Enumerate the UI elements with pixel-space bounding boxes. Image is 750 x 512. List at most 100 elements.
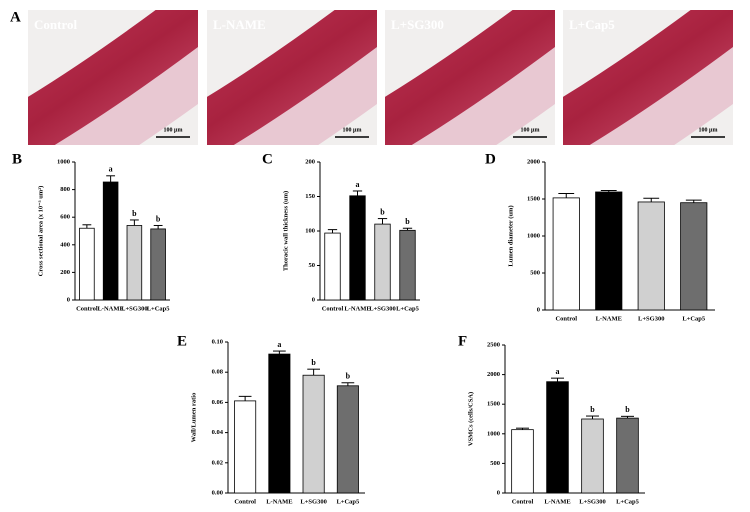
y-tick-label: 2000 bbox=[487, 371, 500, 378]
significance-label: a bbox=[556, 367, 560, 376]
adventitia bbox=[563, 10, 733, 145]
y-tick-label: 0 bbox=[497, 489, 500, 496]
x-tick-label: L+SG300 bbox=[121, 305, 147, 312]
y-tick-label: 0.02 bbox=[212, 459, 223, 466]
significance-label: b bbox=[590, 405, 595, 414]
x-tick-label: Control bbox=[76, 305, 98, 312]
tissue bbox=[28, 10, 198, 145]
y-tick-label: 150 bbox=[305, 193, 315, 200]
y-tick-label: 2000 bbox=[527, 158, 540, 165]
y-axis-label: Thoracic wall thickness (um) bbox=[282, 191, 289, 271]
bar bbox=[150, 228, 166, 301]
bar bbox=[102, 181, 119, 301]
x-tick-label: Control bbox=[555, 315, 577, 322]
significance-label: b bbox=[380, 207, 385, 216]
y-tick-label: 0 bbox=[67, 296, 70, 303]
significance-label: b bbox=[405, 217, 410, 226]
bar bbox=[349, 195, 366, 301]
x-tick-label: Control bbox=[234, 498, 256, 505]
tissue bbox=[385, 10, 555, 145]
adventitia bbox=[385, 10, 555, 145]
x-tick-label: L-NAME bbox=[266, 498, 292, 505]
tissue bbox=[207, 10, 377, 145]
y-axis-label: Wall/Lumen ratio bbox=[190, 393, 197, 443]
y-tick-label: 2500 bbox=[487, 341, 500, 348]
significance-label: b bbox=[132, 209, 137, 218]
x-tick-label: Control bbox=[512, 498, 534, 505]
y-tick-label: 0.10 bbox=[212, 338, 223, 345]
x-tick-label: L+Cap5 bbox=[147, 305, 171, 312]
x-tick-label: L-NAME bbox=[344, 305, 370, 312]
bar bbox=[616, 417, 639, 494]
panel-label: E bbox=[177, 333, 187, 349]
panel-label: B bbox=[12, 151, 22, 167]
bar bbox=[324, 232, 341, 301]
bar bbox=[546, 381, 569, 494]
y-tick-label: 50 bbox=[309, 262, 316, 269]
x-tick-label: L-NAME bbox=[97, 305, 123, 312]
bar bbox=[302, 374, 325, 494]
tissue bbox=[563, 10, 733, 145]
media bbox=[563, 10, 733, 145]
bar bbox=[374, 223, 391, 301]
media bbox=[207, 10, 377, 145]
y-tick-label: 200 bbox=[60, 269, 70, 276]
bar bbox=[595, 191, 623, 311]
y-tick-label: 800 bbox=[60, 186, 70, 193]
y-tick-label: 0.00 bbox=[212, 489, 223, 496]
x-tick-label: L+Cap5 bbox=[336, 498, 360, 505]
x-tick-label: L+Cap5 bbox=[396, 305, 420, 312]
panel-label: D bbox=[485, 151, 496, 167]
scale-label: 100 μm bbox=[343, 127, 362, 133]
image-label: L-NAME bbox=[213, 17, 266, 32]
significance-label: a bbox=[277, 340, 281, 349]
x-tick-label: L-NAME bbox=[544, 498, 570, 505]
x-tick-label: L+SG300 bbox=[579, 498, 605, 505]
x-tick-label: L+SG300 bbox=[369, 305, 395, 312]
bar bbox=[581, 418, 604, 494]
scale-label: 100 μm bbox=[164, 127, 183, 133]
bar bbox=[637, 201, 665, 311]
significance-label: b bbox=[311, 358, 316, 367]
y-tick-label: 500 bbox=[490, 460, 500, 467]
x-tick-label: Control bbox=[322, 305, 344, 312]
bar bbox=[79, 227, 95, 301]
x-tick-label: L+Cap5 bbox=[616, 498, 640, 505]
y-tick-label: 200 bbox=[305, 158, 315, 165]
y-tick-label: 100 bbox=[305, 227, 315, 234]
significance-label: b bbox=[346, 372, 351, 381]
significance-label: b bbox=[156, 214, 161, 223]
y-axis-label: VSMCs (cells/CSA) bbox=[467, 392, 474, 446]
x-tick-label: L+SG300 bbox=[300, 498, 326, 505]
y-tick-label: 500 bbox=[530, 269, 540, 276]
y-tick-label: 0 bbox=[312, 296, 315, 303]
y-axis-label: Cross sectional area (x 10⁻³ um²) bbox=[37, 186, 44, 277]
image-label: L+Cap5 bbox=[569, 17, 615, 32]
y-tick-label: 600 bbox=[60, 214, 70, 221]
y-tick-label: 1500 bbox=[527, 195, 540, 202]
y-axis-label: Lumen diameter (um) bbox=[507, 205, 514, 266]
scale-label: 100 μm bbox=[521, 127, 540, 133]
x-tick-label: L+SG300 bbox=[638, 315, 664, 322]
bar bbox=[126, 225, 143, 301]
y-tick-label: 0.08 bbox=[212, 369, 224, 376]
bar bbox=[511, 429, 534, 494]
bar bbox=[336, 385, 359, 494]
x-tick-label: L-NAME bbox=[596, 315, 622, 322]
bar bbox=[399, 229, 416, 301]
y-tick-label: 1000 bbox=[57, 158, 70, 165]
significance-label: b bbox=[625, 405, 630, 414]
y-tick-label: 1000 bbox=[487, 430, 500, 437]
scale-label: 100 μm bbox=[699, 127, 718, 133]
y-tick-label: 400 bbox=[60, 241, 70, 248]
media bbox=[385, 10, 555, 145]
significance-label: a bbox=[109, 165, 113, 174]
y-tick-label: 1000 bbox=[527, 232, 540, 239]
y-tick-label: 0.04 bbox=[212, 429, 224, 436]
panel-label: F bbox=[458, 333, 467, 349]
x-tick-label: L+Cap5 bbox=[682, 315, 706, 322]
bar bbox=[552, 197, 580, 311]
image-label: Control bbox=[34, 17, 77, 32]
significance-label: a bbox=[356, 180, 360, 189]
